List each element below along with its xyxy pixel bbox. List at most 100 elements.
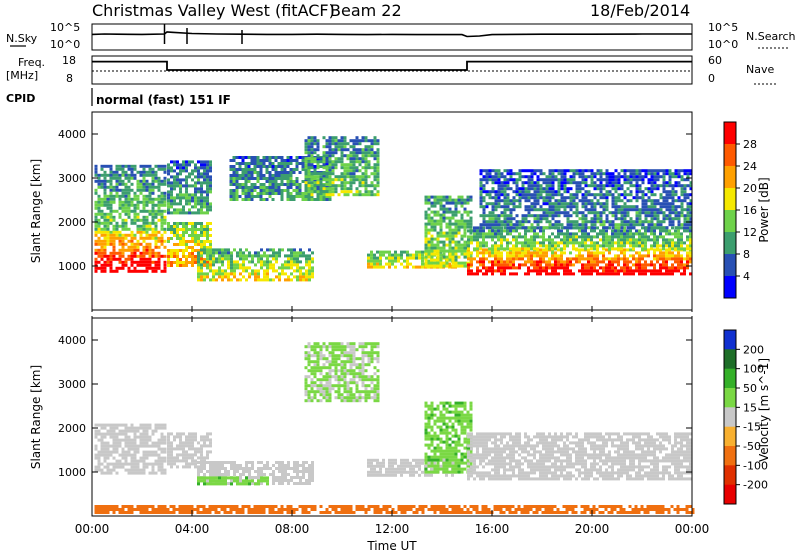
velocity-cell [145, 438, 149, 442]
velocity-cell [94, 468, 98, 472]
power-cell [596, 247, 599, 251]
power-cell [337, 157, 341, 161]
power-y-tick-label: 2000 [58, 216, 86, 229]
power-cell [542, 232, 545, 236]
power-cell [491, 202, 495, 206]
power-cell [355, 157, 359, 161]
power-cell [124, 176, 128, 180]
power-cell [127, 269, 131, 273]
power-cell [163, 230, 167, 234]
power-cell [311, 257, 314, 261]
power-cell [665, 202, 669, 206]
power-cell [319, 165, 323, 168]
power-cell [617, 211, 621, 215]
power-cell [515, 238, 518, 242]
power-cell [236, 260, 239, 264]
power-cell [482, 229, 485, 233]
velocity-cell [163, 459, 167, 463]
power-cell [509, 266, 512, 270]
power-cell [124, 212, 128, 216]
power-cell [524, 181, 528, 185]
power-cell [509, 251, 512, 255]
power-cell [145, 182, 149, 186]
power-cell [593, 247, 596, 251]
velocity-cell [112, 426, 116, 430]
power-cell [542, 269, 545, 273]
power-cell [160, 224, 164, 228]
power-cell [250, 183, 254, 186]
power-cell [629, 178, 633, 182]
power-cell [103, 266, 107, 270]
power-cell [299, 248, 302, 252]
power-cell [485, 214, 489, 218]
power-cell [289, 177, 293, 180]
power-cell [590, 169, 594, 173]
power-cell [518, 190, 522, 194]
power-cell [494, 241, 497, 245]
power-cell [197, 208, 200, 212]
power-cell [533, 187, 537, 191]
power-cell [569, 257, 572, 261]
power-cell [106, 194, 110, 198]
power-cell [167, 205, 170, 209]
power-cell [197, 190, 200, 194]
power-cell [427, 252, 431, 256]
power-cell [632, 184, 636, 188]
power-cell [142, 218, 146, 222]
power-cell [668, 217, 672, 221]
power-cell [542, 244, 545, 248]
power-cell [263, 275, 266, 279]
power-cell [115, 233, 119, 237]
power-cell [536, 190, 540, 194]
power-cell [154, 266, 158, 270]
power-cell [103, 224, 107, 228]
power-cell [686, 205, 690, 209]
power-cell [635, 223, 639, 227]
power-cell [118, 212, 122, 216]
velocity-cell [160, 450, 164, 454]
power-cell [115, 266, 119, 270]
power-cell [680, 247, 683, 251]
velocity-cell [157, 426, 161, 430]
power-cell [176, 163, 179, 167]
power-cell [100, 182, 104, 186]
power-cell [650, 208, 654, 212]
power-cell [118, 251, 122, 255]
power-cell [680, 263, 683, 267]
power-cell [176, 196, 179, 200]
power-cell [433, 204, 437, 208]
power-cell [548, 235, 551, 239]
power-cell [307, 157, 311, 161]
power-cell [617, 175, 621, 179]
power-cell [331, 163, 335, 167]
velocity-cell [179, 444, 182, 448]
power-cell [182, 222, 185, 225]
power-cell [370, 166, 374, 170]
power-cell [349, 145, 353, 149]
power-cell [328, 198, 332, 201]
power-cell [575, 211, 579, 215]
power-cell [680, 244, 683, 248]
power-cell [527, 260, 530, 264]
power-cell [442, 213, 446, 217]
power-cell [209, 254, 212, 258]
power-cell [623, 232, 626, 236]
power-cell [581, 172, 585, 176]
power-cell [674, 269, 677, 273]
power-cell [605, 172, 609, 176]
power-cell [382, 265, 385, 269]
power-cell [674, 229, 677, 233]
power-plot-area [94, 136, 693, 282]
power-cell [485, 257, 488, 261]
freq-left-label-2: [MHz] [6, 69, 38, 82]
power-cell [668, 211, 672, 215]
power-cell [227, 248, 230, 252]
power-cell [94, 173, 98, 177]
power-cell [301, 168, 305, 171]
power-cell [412, 256, 415, 260]
power-cell [629, 244, 632, 248]
power-cell [590, 202, 594, 206]
power-cell [557, 244, 560, 248]
power-cell [349, 157, 353, 161]
power-cell [130, 218, 134, 222]
